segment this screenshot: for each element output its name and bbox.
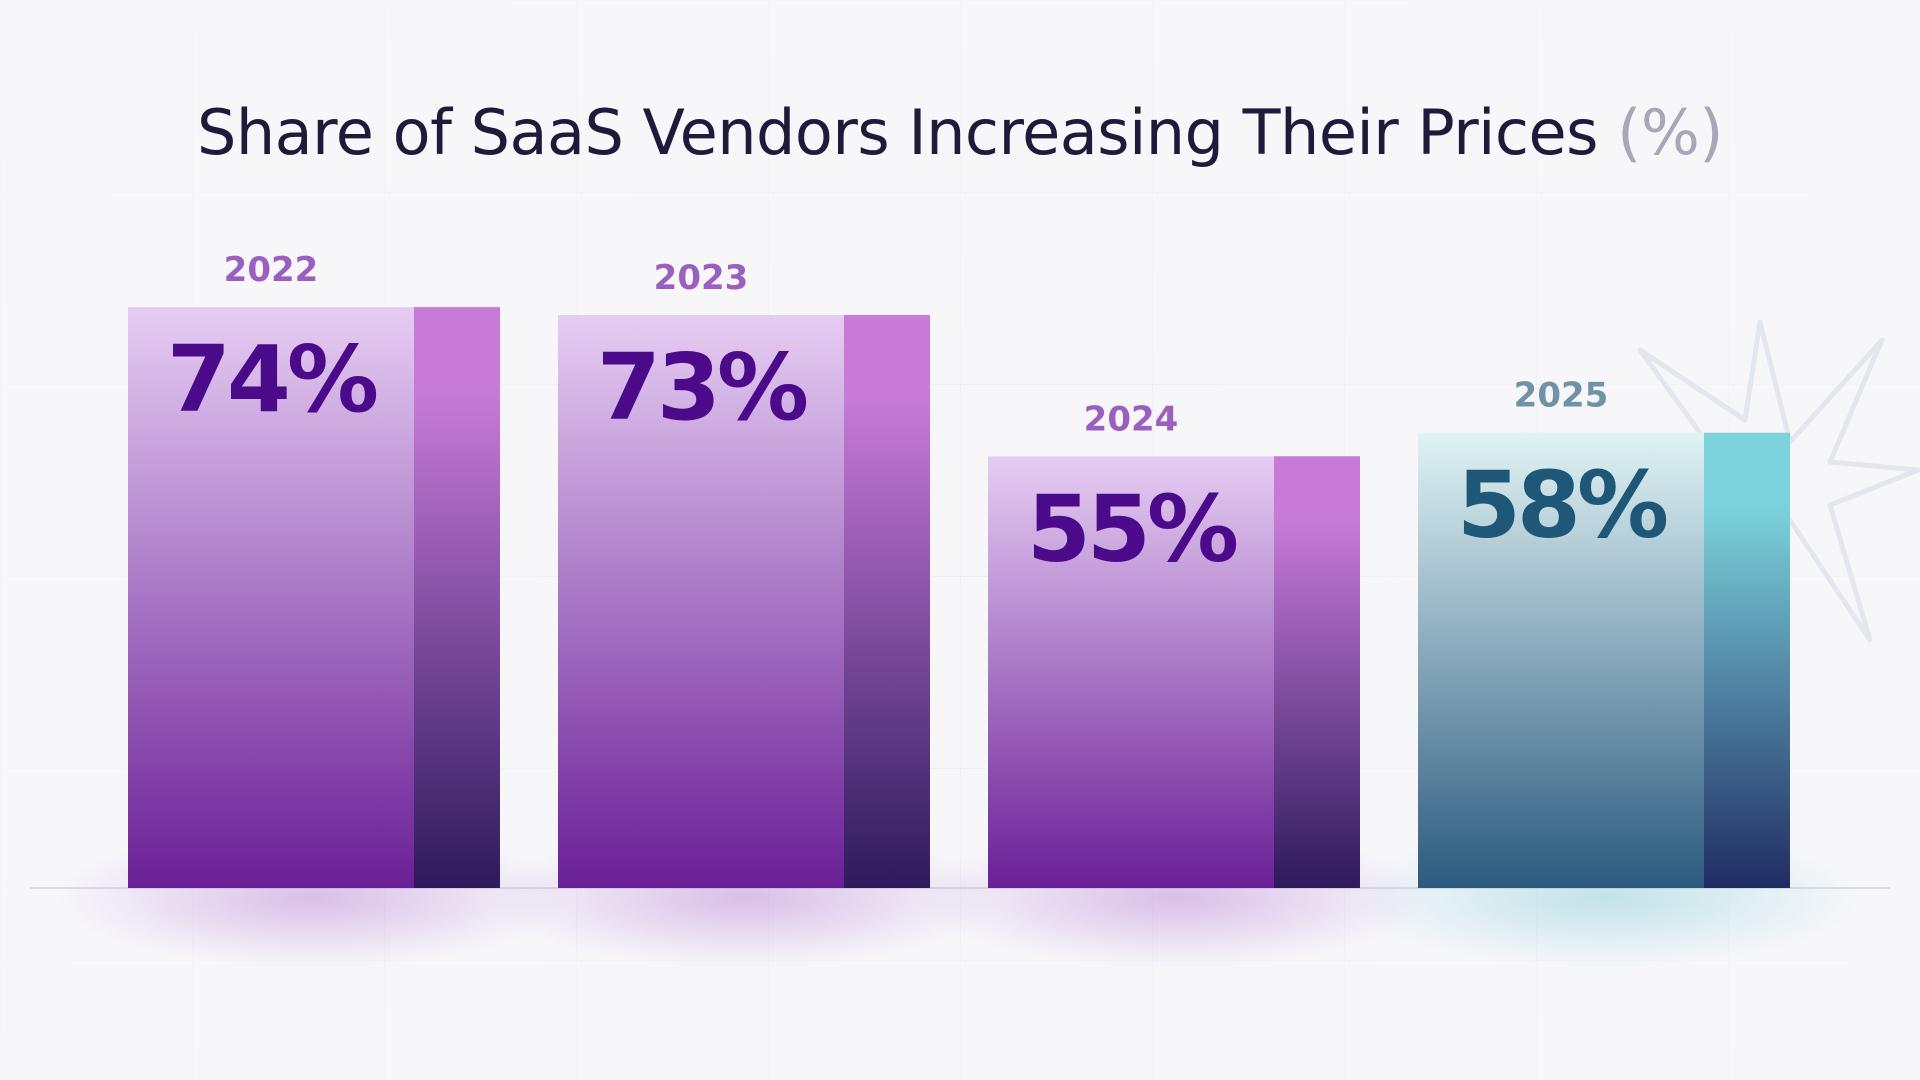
bar-front [128,307,414,889]
category-label: 2023 [654,258,749,298]
bar-side [844,314,930,888]
bar-front [1418,432,1704,888]
bar-side [414,307,500,889]
bar-group-2024: 2024 55% [918,399,1430,968]
data-label: 74% [167,326,377,433]
category-label: 2024 [1084,399,1179,439]
chart-title-unit: (%) [1617,96,1723,169]
bar-group-2023: 2023 73% [488,258,1000,968]
bar-front [558,314,844,888]
bar-group-2025: 2025 58% [1348,376,1860,968]
bar-front [988,456,1274,888]
bar-side [1704,432,1790,888]
data-label: 73% [597,334,807,441]
chart-title: Share of SaaS Vendors Increasing Their P… [0,96,1920,169]
sparkle-decoration [1637,319,1920,643]
data-label: 58% [1457,452,1667,559]
chart-title-text: Share of SaaS Vendors Increasing Their P… [197,96,1598,169]
bar-side [1274,456,1360,888]
category-label: 2022 [224,250,319,290]
bar-group-2022: 2022 74% [58,250,570,968]
data-label: 55% [1027,475,1237,582]
bars-layer: 2022 74% 2023 73% 2024 55% 2025 58% [58,250,1860,968]
category-label: 2025 [1514,376,1609,416]
